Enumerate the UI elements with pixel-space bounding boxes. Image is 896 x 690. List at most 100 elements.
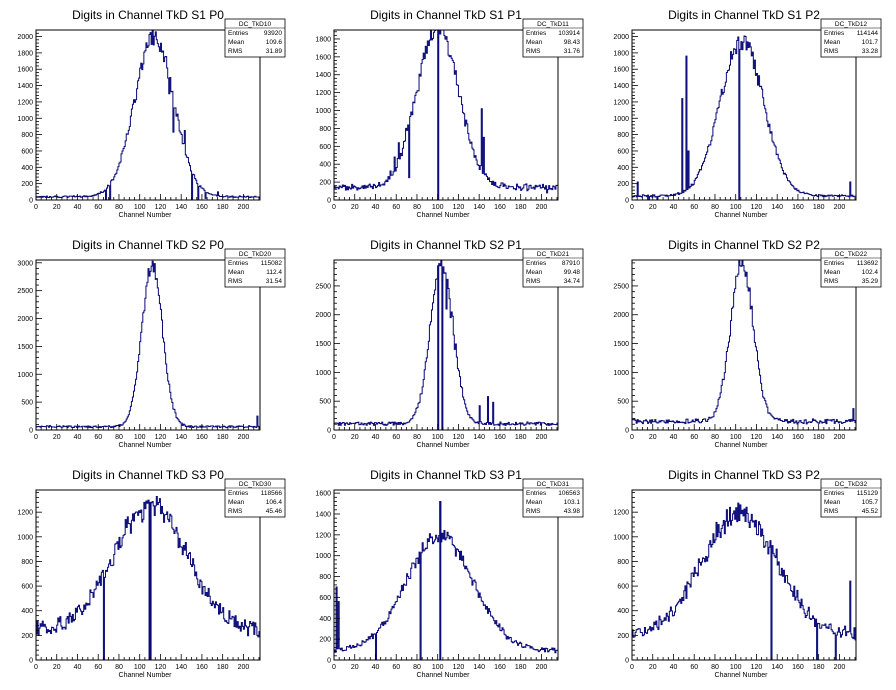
y-tick-label: 400 bbox=[319, 162, 331, 169]
y-tick-label: 400 bbox=[21, 608, 33, 615]
stats-key: Entries bbox=[228, 30, 249, 37]
stats-value: 109.6 bbox=[266, 39, 283, 46]
stats-value: 101.7 bbox=[862, 39, 879, 46]
y-tick-label: 0 bbox=[327, 658, 331, 665]
stats-value: 103.1 bbox=[564, 499, 581, 506]
x-tick-label: 120 bbox=[155, 204, 167, 211]
x-tick-label: 120 bbox=[751, 204, 763, 211]
x-tick-label: 100 bbox=[432, 204, 444, 211]
stats-value: 118566 bbox=[261, 490, 283, 497]
x-tick-label: 140 bbox=[175, 664, 187, 671]
x-tick-label: 0 bbox=[34, 434, 38, 441]
y-tick-label: 1200 bbox=[17, 510, 33, 517]
histogram-panel: Digits in Channel TkD S2 P1 0 20 40 60 80 100 1… bbox=[315, 238, 584, 449]
x-tick-label: 20 bbox=[649, 434, 657, 441]
x-tick-label: 40 bbox=[670, 664, 678, 671]
x-tick-label: 200 bbox=[536, 204, 548, 211]
x-tick-label: 40 bbox=[74, 434, 82, 441]
x-tick-label: 200 bbox=[834, 434, 846, 441]
stats-value: 98.43 bbox=[564, 39, 581, 46]
stats-value: 31.89 bbox=[266, 48, 283, 55]
histogram-series-line bbox=[631, 35, 857, 201]
y-tick-label: 600 bbox=[617, 148, 629, 155]
x-tick-label: 200 bbox=[238, 664, 250, 671]
x-tick-label: 140 bbox=[473, 204, 485, 211]
stats-value: 115082 bbox=[261, 260, 283, 267]
stats-box bbox=[522, 248, 584, 288]
y-tick-label: 1600 bbox=[315, 54, 331, 61]
x-tick-label: 200 bbox=[834, 664, 846, 671]
x-tick-label: 140 bbox=[175, 434, 187, 441]
x-tick-label: 0 bbox=[332, 204, 336, 211]
x-tick-label: 60 bbox=[690, 664, 698, 671]
plot-frame bbox=[333, 489, 559, 661]
y-tick-label: 1400 bbox=[613, 83, 629, 90]
x-tick-label: 40 bbox=[372, 434, 380, 441]
stats-key: RMS bbox=[824, 278, 839, 285]
y-tick-label: 500 bbox=[319, 399, 331, 406]
y-tick-label: 600 bbox=[21, 584, 33, 591]
y-tick-label: 1600 bbox=[17, 67, 33, 74]
x-tick-label: 120 bbox=[453, 664, 465, 671]
x-tick-label: 200 bbox=[238, 204, 250, 211]
y-tick-label: 800 bbox=[617, 559, 629, 566]
x-tick-label: 140 bbox=[771, 434, 783, 441]
stats-value: 31.76 bbox=[564, 48, 581, 55]
y-tick-label: 1400 bbox=[17, 83, 33, 90]
stats-value: 113692 bbox=[857, 260, 879, 267]
y-tick-label: 2500 bbox=[17, 288, 33, 295]
stats-key: Entries bbox=[824, 490, 845, 497]
y-tick-label: 1500 bbox=[315, 341, 331, 348]
y-tick-label: 0 bbox=[625, 428, 629, 435]
stats-name: DC_TkD12 bbox=[835, 21, 868, 28]
y-tick-label: 2000 bbox=[17, 34, 33, 41]
stats-key: Entries bbox=[824, 260, 845, 267]
chart-title: Digits in Channel TkD S3 P0 bbox=[72, 468, 224, 482]
x-tick-label: 140 bbox=[771, 204, 783, 211]
stats-key: RMS bbox=[228, 508, 243, 515]
x-tick-label: 160 bbox=[792, 664, 804, 671]
plot-frame bbox=[631, 259, 857, 431]
y-tick-label: 600 bbox=[617, 584, 629, 591]
stats-key: Entries bbox=[228, 260, 249, 267]
x-tick-label: 100 bbox=[432, 664, 444, 671]
x-tick-label: 80 bbox=[711, 434, 719, 441]
stats-key: RMS bbox=[228, 278, 243, 285]
y-tick-label: 500 bbox=[21, 400, 33, 407]
stats-key: Mean bbox=[824, 499, 841, 506]
x-tick-label: 20 bbox=[53, 204, 61, 211]
x-tick-label: 160 bbox=[792, 434, 804, 441]
y-tick-label: 1000 bbox=[315, 553, 331, 560]
chart-title: Digits in Channel TkD S1 P2 bbox=[668, 8, 820, 22]
x-tick-label: 100 bbox=[730, 204, 742, 211]
x-tick-label: 20 bbox=[649, 664, 657, 671]
x-tick-label: 160 bbox=[792, 204, 804, 211]
stats-box bbox=[820, 478, 882, 518]
stats-key: Entries bbox=[228, 490, 249, 497]
histogram-panel: Digits in Channel TkD S2 P2 0 20 40 60 80 100 1… bbox=[613, 238, 882, 449]
x-tick-label: 180 bbox=[515, 204, 527, 211]
x-axis-label: Channel Number bbox=[417, 442, 471, 449]
stats-value: 106563 bbox=[558, 490, 580, 497]
x-tick-label: 80 bbox=[711, 204, 719, 211]
stats-key: RMS bbox=[824, 508, 839, 515]
x-tick-label: 60 bbox=[94, 204, 102, 211]
x-tick-label: 20 bbox=[53, 434, 61, 441]
y-tick-label: 2000 bbox=[613, 34, 629, 41]
stats-key: Entries bbox=[824, 30, 845, 37]
stats-key: Entries bbox=[526, 30, 547, 37]
histogram-panel: Digits in Channel TkD S2 P0 0 20 40 60 80 100 1… bbox=[17, 238, 286, 449]
x-tick-label: 100 bbox=[134, 664, 146, 671]
histogram-series-line bbox=[333, 259, 559, 430]
y-tick-label: 0 bbox=[327, 198, 331, 205]
x-tick-label: 60 bbox=[392, 434, 400, 441]
stats-value: 106.4 bbox=[266, 499, 283, 506]
y-tick-label: 500 bbox=[617, 399, 629, 406]
stats-key: Mean bbox=[228, 39, 245, 46]
y-tick-label: 1000 bbox=[613, 370, 629, 377]
histogram-panel: Digits in Channel TkD S3 P2 0 20 40 60 80 100 1… bbox=[613, 468, 882, 679]
y-tick-label: 200 bbox=[617, 633, 629, 640]
x-tick-label: 60 bbox=[690, 434, 698, 441]
stats-value: 31.54 bbox=[266, 278, 283, 285]
y-tick-label: 800 bbox=[319, 574, 331, 581]
